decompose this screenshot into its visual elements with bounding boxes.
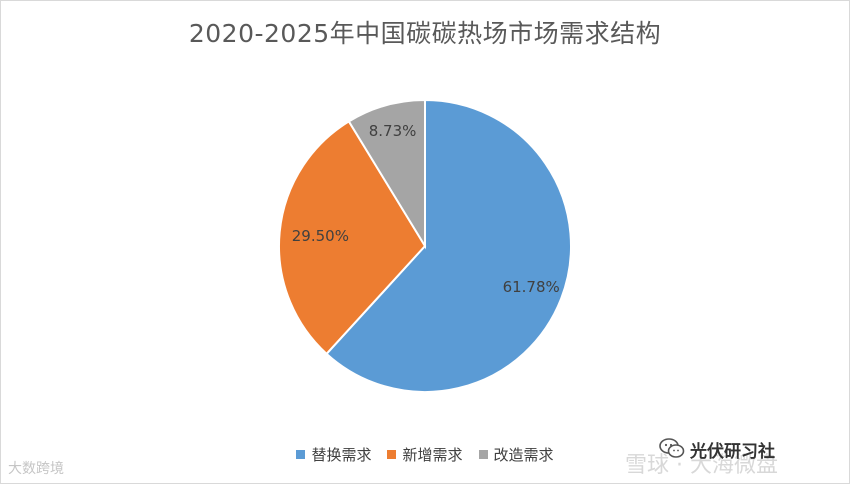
watermark-wechat: 光伏研习社 — [690, 442, 775, 462]
legend-label-new: 新增需求 — [402, 446, 463, 464]
legend-swatch-retrofit — [478, 450, 488, 459]
legend-item-replacement: 替换需求 — [296, 444, 371, 465]
wechat-icon — [659, 438, 685, 458]
pie-slice-replacement — [325, 98, 572, 393]
legend-swatch-new — [387, 450, 397, 459]
data-label-new: 29.50% — [292, 227, 349, 245]
watermark-left: 大数跨境 — [8, 461, 64, 477]
data-label-replacement: 61.78% — [503, 278, 560, 296]
data-label-retrofit: 8.73% — [369, 122, 417, 140]
watermark-xueqiu: 雪球 · 大海微盘 — [625, 453, 778, 478]
legend-item-new: 新增需求 — [387, 444, 463, 465]
pie-slice-new — [278, 120, 427, 356]
legend-swatch-replacement — [296, 450, 306, 459]
chart-title: 2020-2025年中国碳碳热场市场需求结构 — [188, 19, 662, 48]
pie-slice-retrofit — [347, 98, 426, 250]
legend-item-retrofit: 改造需求 — [478, 444, 554, 465]
legend-label-replacement: 替换需求 — [311, 446, 372, 464]
legend: 替换需求 新增需求 改造需求 — [0, 444, 850, 465]
legend-label-retrofit: 改造需求 — [493, 446, 554, 464]
